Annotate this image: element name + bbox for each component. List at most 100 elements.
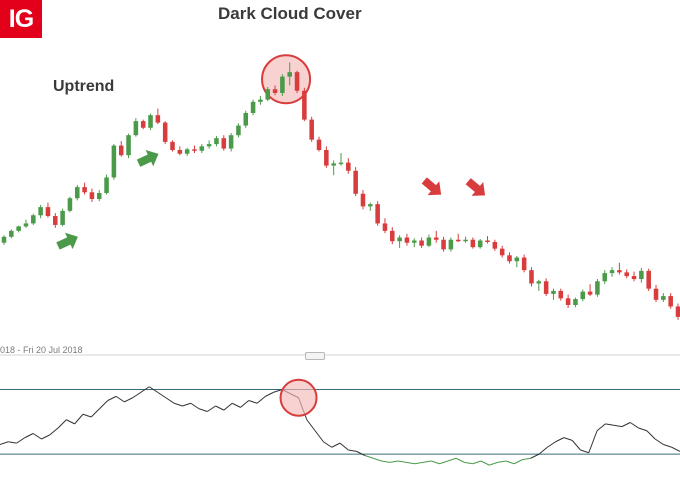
bull-candle-body [639,270,644,280]
candle [390,227,395,245]
chart-title: Dark Cloud Cover [218,4,362,23]
oscillator-segment [231,402,241,408]
candle [521,254,527,273]
oscillator-segment [140,386,150,393]
bull-candle-body [602,273,608,282]
candle [74,184,80,201]
candle [558,288,564,301]
bull-candle-body [426,237,432,246]
oscillator-segment [157,391,167,399]
oscillator-segment [215,405,225,411]
candle [646,268,651,291]
bear-candle-body [404,237,410,243]
candle [382,218,388,234]
bear-candle-body [353,170,358,194]
candle [463,236,468,243]
oscillator-segment [671,446,680,452]
oscillator-segment [82,413,92,418]
bear-candle-body [89,192,95,199]
bull-candle-body [67,198,73,211]
candle [265,87,271,102]
oscillator-segment [348,449,357,452]
bull-candle-body [111,145,117,178]
bear-candle-body [294,72,300,91]
downtrend-arrow-icon [421,177,442,196]
candle [448,237,454,252]
oscillator-segment [406,461,415,465]
bear-candle-body [316,139,322,151]
candle [609,267,615,277]
candle [287,62,292,86]
oscillator-segment [173,402,183,407]
oscillator-segment [629,422,639,429]
candle [316,136,322,152]
bear-candle-body [419,240,424,246]
candle [404,233,410,246]
bull-candle-body [184,149,190,154]
candle [16,225,21,233]
oscillator-segment [547,441,556,448]
candle [170,140,175,152]
bear-candle-body [360,193,366,207]
candle [477,239,483,249]
bull-candle-body [236,125,241,136]
pane-resize-handle[interactable] [305,352,325,360]
oscillator-segment [522,457,531,461]
candle [492,239,498,251]
bull-candle-body [580,291,586,300]
candle [67,196,73,213]
candle [470,237,476,249]
oscillator-segment [57,419,67,429]
bull-candle-body [280,76,285,93]
candle [346,158,351,174]
oscillator-segment [472,460,482,465]
candle [118,141,124,157]
oscillator-segment [182,402,191,407]
bear-candle-body [529,270,534,284]
oscillator-segment [373,457,382,462]
bull-candle-body [411,240,417,243]
oscillator-segment [455,457,465,463]
candle [338,152,344,166]
oscillator-segment [447,457,457,462]
candle [595,279,600,297]
downtrend-arrow-icon [465,178,486,196]
candle [668,293,673,309]
candle [1,235,7,245]
candle [499,245,505,258]
bull-candle-body [463,239,468,242]
date-axis-label: 018 - Fri 20 Jul 2018 [0,345,83,355]
oscillator-segment [530,453,540,459]
bear-candle-body [668,296,673,307]
candle [155,108,161,125]
bull-candle-body [331,163,336,166]
oscillator-segment [32,433,42,440]
candle [280,74,285,96]
oscillator-segment [339,442,349,451]
bear-candle-body [155,115,161,123]
oscillator-segment [381,460,390,463]
bull-candle-body [609,270,615,274]
oscillator-segment [464,461,473,465]
candle [184,147,190,156]
bull-candle-body [1,236,7,243]
bull-candle-body [214,138,219,145]
bear-candle-body [499,248,505,256]
candle [507,252,512,264]
oscillator-segment [314,430,324,443]
oscillator-segment [605,423,614,426]
bear-candle-body [302,90,307,120]
oscillator-segment [480,460,490,466]
bear-candle-body [390,230,395,242]
bear-candle-body [162,122,168,142]
oscillator-segment [538,446,548,455]
candle [45,202,51,218]
candle [60,208,65,227]
oscillator-segment [331,442,341,448]
bear-candle-body [346,162,351,171]
ig-logo: IG [0,0,42,38]
candle [199,144,205,153]
bear-candle-body [492,241,498,249]
candle [411,238,417,248]
